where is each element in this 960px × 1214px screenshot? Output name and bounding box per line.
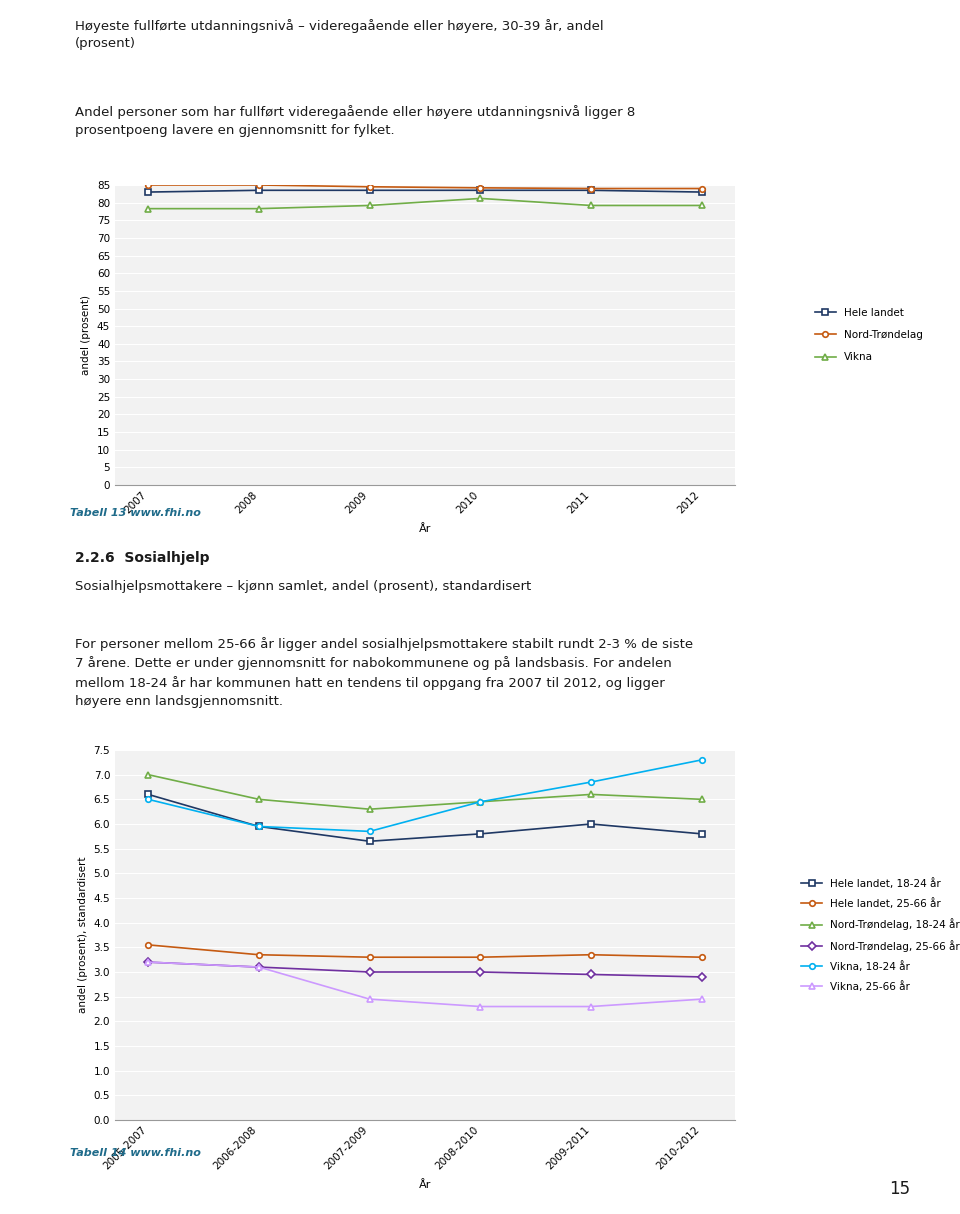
Text: 15: 15 bbox=[889, 1180, 911, 1198]
Vikna bbox=[253, 202, 265, 216]
Text: Andel personer som har fullført videregaående eller høyere utdanningsnivå ligger: Andel personer som har fullført viderega… bbox=[75, 106, 636, 137]
Hele landet bbox=[474, 183, 486, 198]
Line: Hele landet, 18-24 år: Hele landet, 18-24 år bbox=[145, 792, 705, 844]
Nord-Trøndelag, 18-24 år bbox=[253, 792, 265, 806]
Text: 2.2.6  Sosialhjelp: 2.2.6 Sosialhjelp bbox=[75, 551, 209, 566]
Nord-Trøndelag, 25-66 år bbox=[586, 968, 597, 982]
Line: Hele landet, 25-66 år: Hele landet, 25-66 år bbox=[145, 942, 705, 960]
X-axis label: År: År bbox=[419, 1180, 431, 1190]
Nord-Trøndelag bbox=[474, 181, 486, 195]
Hele landet bbox=[364, 183, 375, 198]
Text: For personer mellom 25-66 år ligger andel sosialhjelpsmottakere stabilt rundt 2-: For personer mellom 25-66 år ligger ande… bbox=[75, 637, 693, 708]
Vikna, 25-66 år bbox=[696, 992, 708, 1006]
Nord-Trøndelag, 25-66 år bbox=[364, 965, 375, 980]
Hele landet, 18-24 år bbox=[364, 834, 375, 849]
Hele landet bbox=[253, 183, 265, 198]
Vikna bbox=[142, 202, 154, 216]
Y-axis label: andel (prosent), standardisert: andel (prosent), standardisert bbox=[78, 857, 88, 1014]
Vikna, 18-24 år bbox=[142, 792, 154, 806]
Vikna, 25-66 år bbox=[253, 960, 265, 975]
Vikna, 25-66 år bbox=[142, 955, 154, 970]
Nord-Trøndelag, 18-24 år bbox=[364, 802, 375, 817]
Vikna, 18-24 år bbox=[364, 824, 375, 839]
Vikna bbox=[364, 198, 375, 212]
Line: Nord-Trøndelag: Nord-Trøndelag bbox=[145, 182, 705, 192]
Hele landet, 25-66 år bbox=[696, 949, 708, 964]
Hele landet, 25-66 år bbox=[474, 949, 486, 964]
Vikna, 18-24 år bbox=[474, 794, 486, 809]
Nord-Trøndelag bbox=[364, 180, 375, 194]
Text: Tabell 13 www.fhi.no: Tabell 13 www.fhi.no bbox=[70, 507, 201, 517]
Text: Sosialhjelpsmottakere – kjønn samlet, andel (prosent), standardisert: Sosialhjelpsmottakere – kjønn samlet, an… bbox=[75, 580, 531, 594]
Nord-Trøndelag bbox=[142, 177, 154, 192]
Nord-Trøndelag, 18-24 år bbox=[142, 767, 154, 782]
Hele landet bbox=[696, 185, 708, 199]
Vikna bbox=[474, 191, 486, 205]
Hele landet, 18-24 år bbox=[586, 817, 597, 832]
Line: Vikna, 18-24 år: Vikna, 18-24 år bbox=[145, 758, 705, 834]
Nord-Trøndelag, 25-66 år bbox=[142, 955, 154, 970]
Nord-Trøndelag, 25-66 år bbox=[253, 960, 265, 975]
Hele landet bbox=[586, 183, 597, 198]
Text: Tabell 14 www.fhi.no: Tabell 14 www.fhi.no bbox=[70, 1147, 201, 1157]
Legend: Hele landet, Nord-Trøndelag, Vikna: Hele landet, Nord-Trøndelag, Vikna bbox=[809, 302, 928, 368]
Nord-Trøndelag bbox=[253, 177, 265, 192]
Hele landet, 18-24 år bbox=[142, 787, 154, 801]
Nord-Trøndelag, 25-66 år bbox=[474, 965, 486, 980]
Nord-Trøndelag, 18-24 år bbox=[474, 794, 486, 809]
Hele landet, 25-66 år bbox=[253, 947, 265, 961]
Vikna, 18-24 år bbox=[586, 775, 597, 789]
Vikna bbox=[696, 198, 708, 212]
Hele landet, 18-24 år bbox=[696, 827, 708, 841]
Hele landet, 25-66 år bbox=[364, 949, 375, 964]
Vikna, 25-66 år bbox=[474, 999, 486, 1014]
Line: Vikna: Vikna bbox=[145, 195, 705, 211]
Nord-Trøndelag, 25-66 år bbox=[696, 970, 708, 985]
Line: Nord-Trøndelag, 18-24 år: Nord-Trøndelag, 18-24 år bbox=[145, 772, 705, 812]
Line: Nord-Trøndelag, 25-66 år: Nord-Trøndelag, 25-66 år bbox=[145, 959, 705, 980]
Legend: Hele landet, 18-24 år, Hele landet, 25-66 år, Nord-Trøndelag, 18-24 år, Nord-Trø: Hele landet, 18-24 år, Hele landet, 25-6… bbox=[796, 873, 960, 998]
Hele landet, 18-24 år bbox=[474, 827, 486, 841]
Hele landet, 18-24 år bbox=[253, 819, 265, 834]
Vikna, 25-66 år bbox=[586, 999, 597, 1014]
Vikna, 18-24 år bbox=[696, 753, 708, 767]
Hele landet bbox=[142, 185, 154, 199]
Nord-Trøndelag bbox=[696, 181, 708, 195]
X-axis label: År: År bbox=[419, 524, 431, 534]
Line: Hele landet: Hele landet bbox=[145, 187, 705, 194]
Line: Vikna, 25-66 år: Vikna, 25-66 år bbox=[145, 959, 705, 1009]
Text: Høyeste fullførte utdanningsnivå – videregaående eller høyere, 30-39 år, andel
(: Høyeste fullførte utdanningsnivå – vider… bbox=[75, 18, 604, 50]
Vikna bbox=[586, 198, 597, 212]
Vikna, 18-24 år bbox=[253, 819, 265, 834]
Y-axis label: andel (prosent): andel (prosent) bbox=[82, 295, 91, 375]
Hele landet, 25-66 år bbox=[586, 947, 597, 961]
Nord-Trøndelag bbox=[586, 181, 597, 195]
Hele landet, 25-66 år bbox=[142, 937, 154, 952]
Vikna, 25-66 år bbox=[364, 992, 375, 1006]
Nord-Trøndelag, 18-24 år bbox=[696, 792, 708, 806]
Nord-Trøndelag, 18-24 år bbox=[586, 787, 597, 801]
